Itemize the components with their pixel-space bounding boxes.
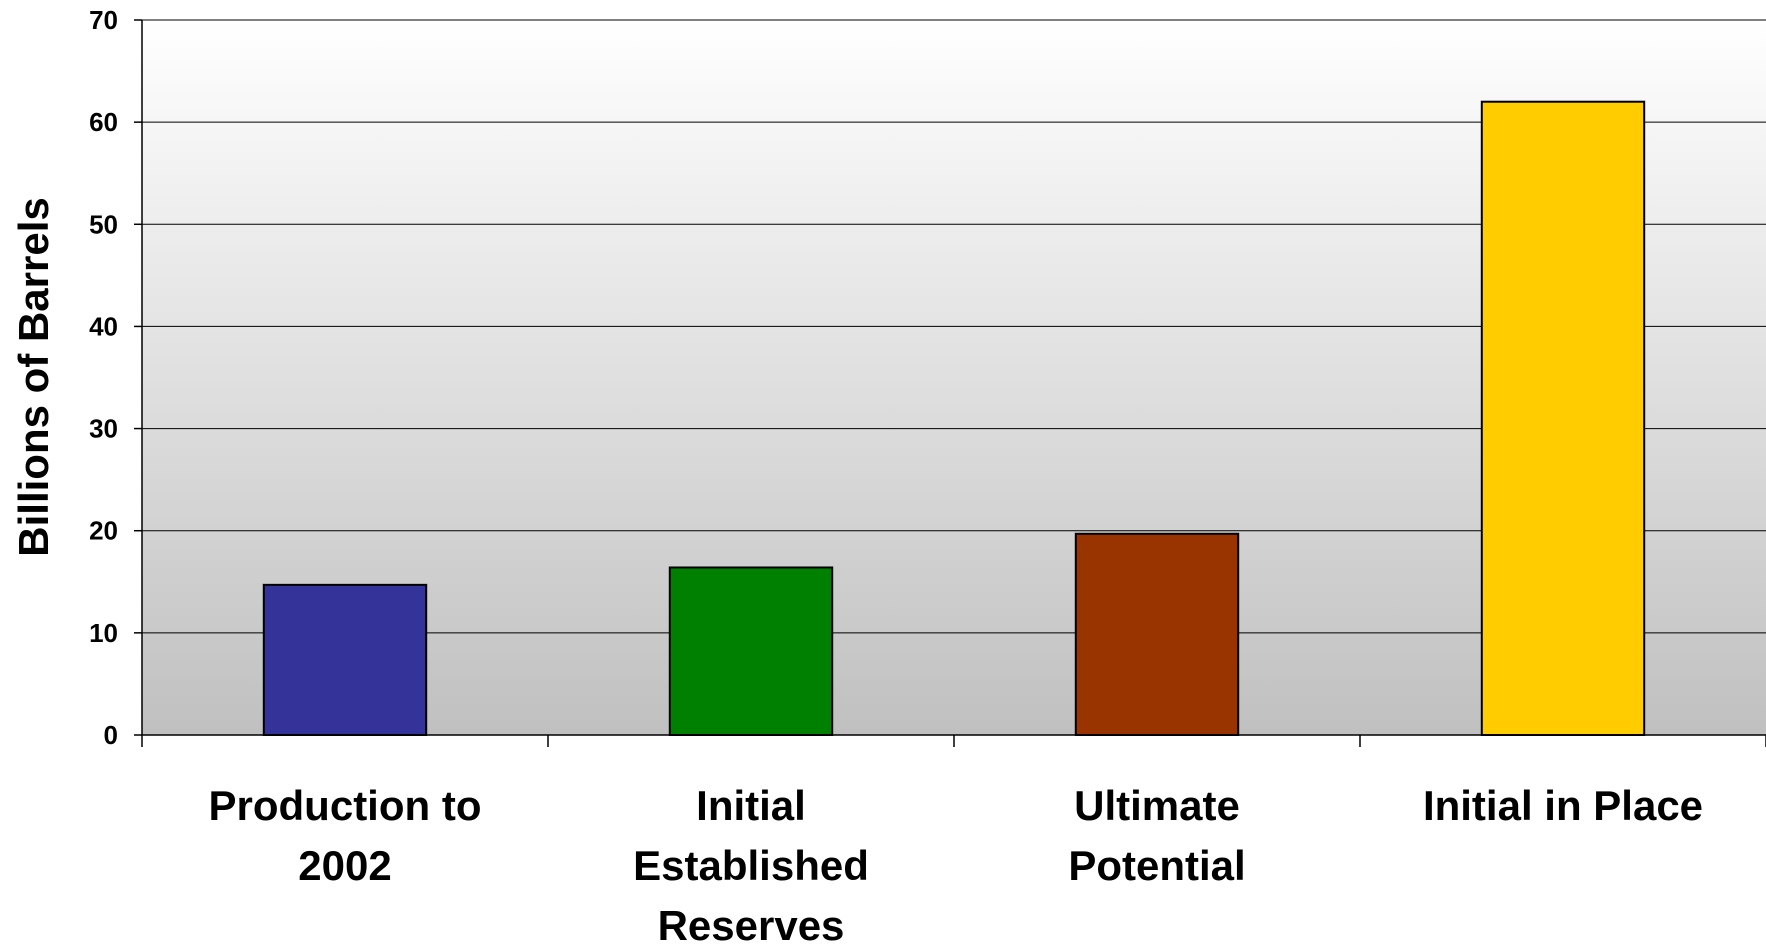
y-tick-label: 50 xyxy=(89,209,118,239)
x-category-label: Initial Established Reserves xyxy=(633,782,869,948)
y-tick-labels: 0 10 20 30 40 50 60 70 xyxy=(89,5,118,750)
y-tick-label: 30 xyxy=(89,414,118,444)
y-tick-label: 20 xyxy=(89,516,118,546)
y-tick-label: 10 xyxy=(89,618,118,648)
x-category-label: Production to 2002 xyxy=(209,782,482,889)
y-axis-title: Billions of Barrels xyxy=(10,197,57,556)
bar xyxy=(668,566,834,736)
bars xyxy=(262,100,1646,736)
x-tick-marks xyxy=(141,735,1766,747)
y-tick-label: 40 xyxy=(89,311,118,341)
x-category-label: Initial in Place xyxy=(1423,782,1703,829)
x-category-label: Ultimate Potential xyxy=(1068,782,1245,889)
y-tick-label: 0 xyxy=(104,720,118,750)
bar xyxy=(262,583,428,736)
category-labels: Production to 2002 Initial Established Reser… xyxy=(209,782,1704,948)
bar xyxy=(1480,100,1646,736)
y-tick-label: 60 xyxy=(89,107,118,137)
y-tick-label: 70 xyxy=(89,5,118,35)
bar xyxy=(1074,532,1240,736)
